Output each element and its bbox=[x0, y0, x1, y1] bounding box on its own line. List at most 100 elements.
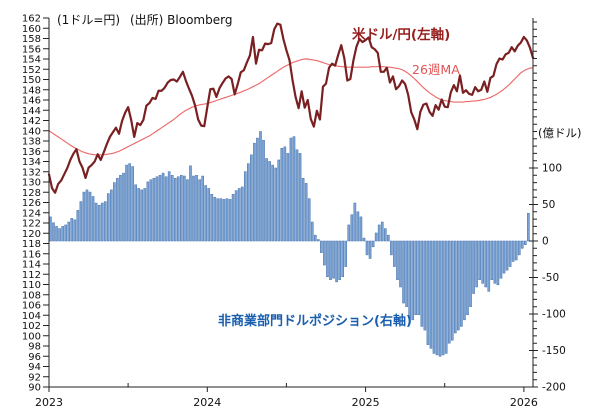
position-bar bbox=[393, 240, 396, 267]
position-bar bbox=[432, 240, 436, 354]
x-axis-year-label: 2025 bbox=[352, 396, 380, 409]
position-bar bbox=[170, 175, 174, 242]
position-bar bbox=[289, 137, 293, 242]
position-bar bbox=[231, 194, 235, 242]
left-axis-tick-label: 138 bbox=[22, 137, 41, 148]
position-bar bbox=[125, 164, 128, 242]
left-axis-tick-label: 148 bbox=[22, 85, 41, 96]
position-bar bbox=[180, 175, 183, 242]
position-bar bbox=[335, 240, 338, 283]
position-bar bbox=[253, 142, 256, 242]
left-axis-tick-label: 134 bbox=[22, 157, 41, 168]
position-bar bbox=[387, 234, 390, 242]
position-bar bbox=[94, 202, 98, 242]
position-bar bbox=[307, 198, 311, 242]
x-axis-year-label: 2026 bbox=[510, 396, 538, 409]
left-axis-tick-label: 158 bbox=[22, 34, 41, 45]
position-bar bbox=[423, 240, 427, 331]
position-bar bbox=[271, 164, 274, 242]
position-bar bbox=[122, 172, 125, 242]
left-axis-tick-label: 122 bbox=[22, 219, 41, 230]
position-bar bbox=[435, 240, 439, 356]
position-bar bbox=[414, 240, 418, 316]
axes-and-ticks bbox=[43, 17, 538, 392]
left-axis-unit-label: (1ドル=円) bbox=[57, 13, 120, 27]
position-bar bbox=[268, 161, 271, 242]
position-bar bbox=[149, 179, 153, 242]
left-axis-tick-label: 132 bbox=[22, 167, 41, 178]
position-bar bbox=[119, 175, 122, 242]
right-axis-unit-label: (億ドル) bbox=[538, 126, 581, 140]
position-bar bbox=[237, 188, 241, 242]
position-bar bbox=[417, 240, 421, 316]
position-bar bbox=[408, 240, 411, 319]
position-bar bbox=[167, 171, 171, 242]
position-bar bbox=[371, 240, 375, 248]
position-bar bbox=[359, 216, 363, 242]
position-bar bbox=[429, 240, 433, 349]
left-axis-tick-label: 152 bbox=[22, 65, 41, 76]
position-bar bbox=[310, 221, 314, 242]
position-bar bbox=[274, 167, 278, 242]
position-bar bbox=[61, 226, 64, 242]
position-bar bbox=[475, 240, 478, 288]
position-bar bbox=[246, 163, 250, 242]
position-bar bbox=[158, 175, 162, 242]
position-bar bbox=[469, 240, 472, 307]
position-bar bbox=[161, 172, 165, 242]
position-bar bbox=[420, 240, 424, 327]
position-bar bbox=[350, 214, 354, 242]
position-bar bbox=[76, 210, 80, 242]
position-bar bbox=[344, 240, 348, 267]
right-axis-tick-label: 100 bbox=[542, 163, 562, 175]
left-axis-tick-label: 162 bbox=[22, 14, 41, 25]
position-bar bbox=[511, 240, 515, 262]
position-bar bbox=[97, 204, 101, 242]
position-bar bbox=[313, 234, 317, 242]
position-bar bbox=[216, 198, 220, 242]
position-bar bbox=[110, 189, 113, 242]
position-bar bbox=[444, 240, 448, 354]
position-bar bbox=[493, 240, 497, 284]
position-bar bbox=[207, 188, 211, 242]
left-axis-tick-label: 112 bbox=[22, 270, 41, 281]
right-axis-tick-label: -150 bbox=[542, 345, 566, 357]
position-bar bbox=[240, 186, 244, 242]
position-bar bbox=[173, 177, 177, 242]
position-bar bbox=[365, 240, 369, 256]
position-bar bbox=[201, 175, 204, 242]
position-bar bbox=[502, 240, 506, 274]
position-bar bbox=[146, 181, 150, 242]
source-label: (出所) Bloomberg bbox=[130, 13, 232, 27]
position-bar bbox=[67, 221, 71, 242]
position-bar bbox=[100, 202, 104, 242]
position-bar bbox=[356, 211, 360, 242]
position-bar bbox=[103, 201, 107, 242]
position-bar bbox=[520, 240, 524, 249]
left-axis-tick-label: 126 bbox=[22, 198, 41, 209]
position-bar bbox=[505, 240, 509, 271]
left-axis-tick-label: 136 bbox=[22, 147, 41, 158]
position-bar bbox=[374, 232, 378, 242]
position-bar bbox=[131, 166, 134, 242]
position-bar bbox=[450, 240, 454, 341]
position-bar bbox=[262, 139, 265, 242]
right-axis-tick-label: 0 bbox=[542, 236, 549, 248]
left-axis-tick-label: 108 bbox=[22, 290, 41, 301]
left-axis-tick-label: 150 bbox=[22, 75, 41, 86]
ma-series-label: 26週MA bbox=[412, 62, 460, 77]
position-bar bbox=[155, 176, 159, 242]
position-bar bbox=[280, 148, 284, 242]
position-bar bbox=[292, 136, 296, 242]
position-bar bbox=[295, 149, 299, 242]
position-bar bbox=[383, 228, 387, 242]
bar-series-label: 非商業部門ドルポジション(右軸) bbox=[218, 313, 412, 329]
right-axis-tick-label: -200 bbox=[542, 382, 566, 394]
position-bar bbox=[70, 218, 74, 242]
position-bar bbox=[234, 190, 238, 242]
position-bar bbox=[198, 179, 201, 242]
position-bar bbox=[164, 176, 168, 242]
left-axis-tick-label: 96 bbox=[28, 352, 41, 363]
position-bar bbox=[283, 146, 287, 242]
position-bar bbox=[332, 240, 335, 279]
